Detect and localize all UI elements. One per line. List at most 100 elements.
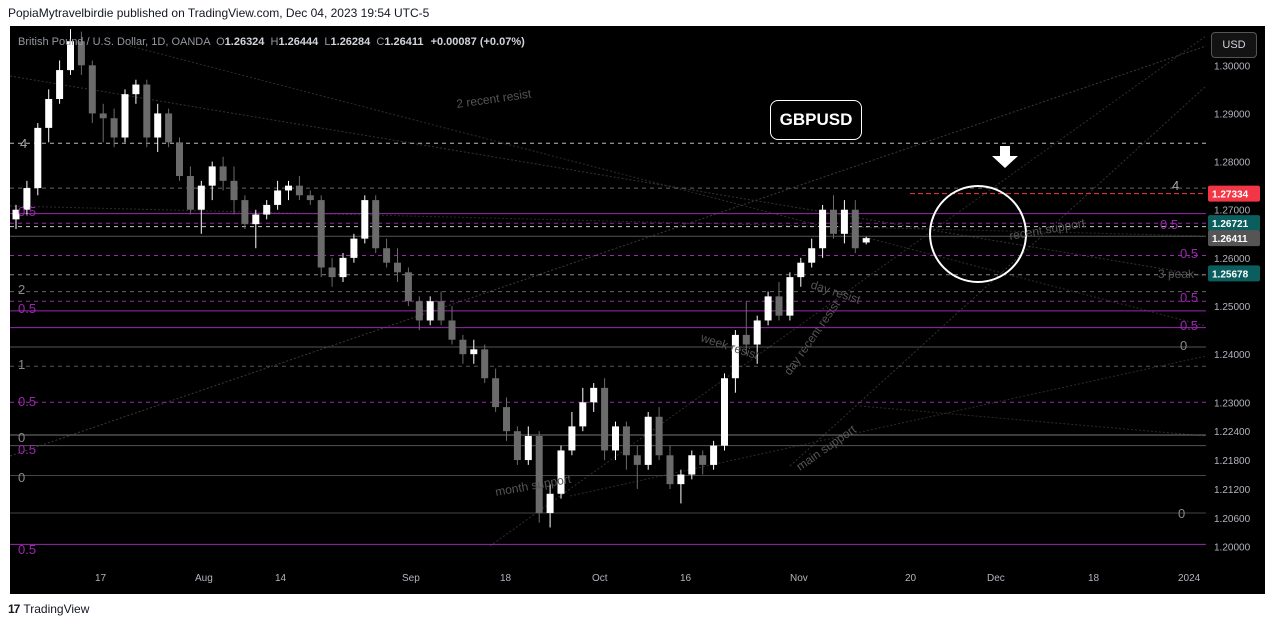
candle-body: [721, 378, 728, 446]
candle-body: [579, 402, 587, 427]
candle-body: [197, 185, 205, 210]
candle-body: [503, 407, 510, 432]
candle-body: [481, 349, 489, 379]
candle-body: [361, 200, 369, 239]
time-tick-label: Sep: [402, 573, 420, 584]
fib-label: 0.5: [18, 394, 36, 409]
price-axis: 1.30000 1.29000 1.28000 1.27000 1.26000 1.250…: [1206, 26, 1265, 594]
candle-body: [350, 238, 358, 258]
candle-body: [524, 436, 532, 461]
fib-label: 0: [1180, 338, 1187, 353]
candle-body: [23, 188, 31, 210]
candle-body: [306, 195, 314, 201]
down-arrow-icon: [992, 146, 1018, 168]
candle-body: [241, 200, 249, 225]
footer-brand[interactable]: TradingView: [23, 602, 90, 616]
trend-line: [859, 405, 1207, 437]
fib-label: 0.5: [18, 442, 36, 457]
open-label: O: [216, 36, 225, 48]
trend-line: [10, 75, 1207, 277]
candle-body: [383, 248, 391, 263]
annotation-label: recent support: [1008, 216, 1087, 243]
candle-body: [633, 455, 641, 465]
candle-body: [263, 204, 271, 215]
candle-body: [753, 320, 761, 345]
trend-line: [10, 45, 1207, 457]
candle-body: [688, 455, 696, 475]
candle-body: [110, 118, 118, 138]
fib-label: 1: [18, 357, 25, 372]
fib-label: 0.5: [1160, 217, 1178, 232]
candle-body: [655, 416, 663, 456]
chart-panel[interactable]: 2 recent resist week resist day recent res…: [10, 26, 1265, 594]
price-tick-label: 1.28000: [1214, 158, 1251, 169]
candle-body: [840, 209, 848, 234]
time-tick-label: 18: [1088, 573, 1100, 584]
price-labels-group: 1.27334 1.26721 1.26411 1.25678: [1208, 185, 1260, 282]
candle-body: [830, 209, 837, 234]
candle-body: [448, 320, 456, 340]
price-label-text: 1.26721: [1212, 219, 1249, 230]
candle-body: [230, 180, 238, 201]
fib-label: 0.5: [18, 204, 36, 219]
candle-body: [426, 301, 434, 321]
candle-body: [699, 455, 707, 465]
time-tick-label: 14: [275, 573, 287, 584]
candle-body: [176, 142, 183, 177]
candle-body: [535, 436, 543, 514]
price-tick-label: 1.30000: [1214, 61, 1251, 72]
candle-body: [568, 426, 576, 451]
price-tick-label: 1.22400: [1214, 427, 1251, 438]
candle-body: [666, 455, 674, 485]
candle-body: [143, 84, 151, 138]
highlight-circle: [929, 185, 1027, 283]
candle-body: [862, 238, 870, 243]
candle-body: [557, 450, 565, 494]
candle-body: [208, 166, 216, 186]
candle-body: [601, 387, 609, 451]
candle-body: [274, 190, 282, 205]
time-tick-label: Nov: [790, 573, 808, 584]
candle-body: [317, 200, 325, 268]
annotation-label: 3 peak: [1158, 267, 1195, 281]
candle-body: [88, 65, 96, 114]
time-tick-label: Dec: [987, 573, 1005, 584]
candle-body: [56, 70, 64, 99]
fib-label: 2: [18, 282, 25, 297]
candle-body: [459, 339, 467, 355]
ohlc-legend: British Pound / U.S. Dollar, 1D, OANDA O…: [18, 36, 525, 48]
gbpusd-annotation: GBPUSD: [770, 100, 862, 140]
candle-body: [45, 98, 53, 128]
published-line: PopiaMytravelbirdie published on Trading…: [8, 6, 430, 20]
candle-body: [34, 127, 42, 189]
fib-label: 0: [18, 430, 25, 445]
time-axis-bg: [10, 566, 1265, 594]
price-tick-label: 1.29000: [1214, 109, 1251, 120]
candle-body: [372, 200, 380, 249]
candle-body: [786, 277, 794, 316]
drawing-lines: [10, 35, 1207, 547]
candle-body: [186, 176, 194, 210]
trend-line: [489, 35, 1207, 547]
trend-line: [129, 45, 1207, 327]
candle-body: [622, 426, 630, 456]
time-tick-label: 20: [905, 573, 917, 584]
time-tick-label: 18: [500, 573, 512, 584]
candle-body: [851, 209, 859, 249]
candle-body: [415, 301, 423, 321]
candle-body: [121, 94, 129, 138]
price-tick-label: 1.24000: [1214, 350, 1251, 361]
candle-body: [808, 248, 816, 263]
price-tick-label: 1.25000: [1214, 302, 1251, 313]
price-label-bg: [1208, 265, 1260, 282]
price-label-bg: [1208, 230, 1260, 247]
fib-label: 0.5: [18, 542, 36, 557]
price-label-text: 1.26411: [1212, 234, 1248, 245]
candle-body: [731, 334, 739, 379]
symbol-name[interactable]: British Pound / U.S. Dollar, 1D, OANDA: [18, 36, 210, 48]
currency-button[interactable]: USD: [1211, 32, 1257, 58]
price-tick-label: 1.23000: [1214, 398, 1251, 409]
candle-body: [77, 41, 85, 66]
